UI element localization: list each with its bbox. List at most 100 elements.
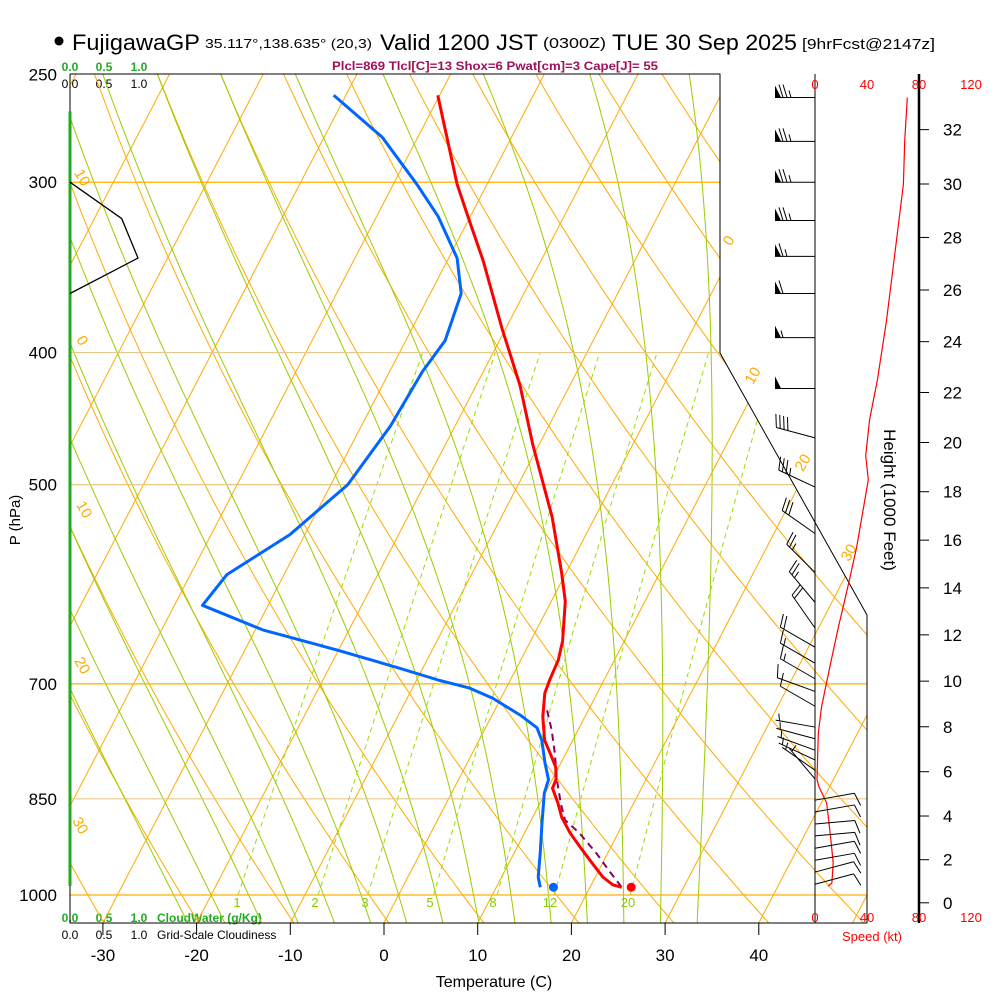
wind-barb-feather [778,128,784,142]
isotherm-label: 30 [68,814,91,837]
isotherm-line [70,74,264,923]
cloudwater-tick: 0.5 [96,60,113,74]
wind-barb [814,840,862,854]
dry-adiabat-line [272,74,865,923]
wind-barb-flag [775,208,781,221]
cloudiness-tick: 0.5 [96,928,113,942]
isotherm-line [852,74,867,923]
wind-barb-staff [814,861,854,873]
wind-barb-staff [780,685,816,707]
isotherm-label: 10 [70,166,93,189]
forecast-info: [9hrFcst@2147z] [802,36,935,53]
station-name: FujigawaGP [72,30,200,55]
wind-barb-flag [775,281,781,294]
wind-barb-staff [814,852,855,861]
wind-barb [814,873,862,886]
valid-date: TUE 30 Sep 2025 [612,30,797,55]
isotherm-line [383,74,826,923]
wind-barb [814,792,862,806]
speed-tick-label: 40 [860,910,874,925]
speed-axis-title: Speed (kt) [842,929,902,944]
dry-adiabat-line [0,50,10,924]
mixing-ratio-line [554,352,710,896]
thermo-background [0,50,867,924]
height-tick-label: 30 [943,175,962,194]
wind-barb-feather [779,629,784,644]
height-tick-label: 12 [943,626,962,645]
isotherm-line [758,74,867,923]
wind-barb-feather [854,832,861,846]
wind-barb-half-feather [791,543,797,551]
wind-barb-staff [814,792,855,801]
dry-adiabat-line [85,74,580,923]
wind-barb-staff [780,642,816,664]
wind-barb-staff [780,626,816,648]
mixing-ratio-label: 2 [311,895,318,910]
wind-barb-staff [776,427,816,439]
wind-barb-staff [791,594,816,629]
height-tick-label: 28 [943,228,962,247]
wind-barb-feather [781,497,787,511]
wind-barb [814,861,862,874]
wind-barb [786,531,816,573]
moist-adiabat-line [70,74,409,923]
x-axis-title: Temperature (C) [436,974,552,991]
wind-barb-feather [779,672,784,687]
wind-barb-feather [778,243,784,257]
wind-barb-staff [780,658,816,680]
wind-barb-staff [788,571,816,603]
wind-barb-staff [786,543,816,573]
wind-barb-staff [776,727,816,740]
wind-barb-feather [791,584,801,596]
wind-barb [775,325,815,339]
mixing-ratio-line [317,352,496,896]
dry-adiabat-line [521,74,867,923]
mixing-ratio-label: 12 [543,895,557,910]
wind-barb [788,560,816,603]
wind-barb [814,820,861,834]
wind-barb-flag [775,244,781,257]
parcel-curve [546,710,623,888]
dry-adiabat-line [334,74,867,923]
isotherm-line [102,74,545,923]
wind-barb-half-feather [783,638,787,646]
wind-barb-feather [779,613,784,628]
height-axis-title: Height (1000 Feet) [880,429,899,571]
plot-frame [69,73,868,924]
pressure-tick-label: 700 [29,675,57,694]
moist-adiabat-line [93,74,445,923]
wind-barb-feather [778,456,782,471]
wind-barb [788,745,816,780]
cloudwater-tick: 1.0 [131,911,148,925]
temperature-tick-label: 10 [468,946,487,965]
isotherm-label: 10 [742,364,765,387]
wind-barb [779,645,816,680]
wind-barb-half-feather [788,213,792,221]
moist-adiabat-line [70,74,228,923]
wind-barb [778,737,816,761]
cloudwater-tick: 0.5 [96,911,113,925]
pressure-tick-label: 1000 [19,886,57,905]
cloudiness-scale-bottom: 0.0 0.5 1.0 Grid-Scale Cloudiness [62,928,277,942]
wind-barb-feather [783,615,788,630]
wind-barb [779,672,816,707]
cloudwater-scale-top: 0.0 0.5 1.0 [62,60,148,74]
temperature-tick-label: 20 [562,946,581,965]
y-axis-title: P (hPa) [7,495,24,546]
wind-barb-staff [814,831,855,837]
height-tick-label: 26 [943,281,962,300]
temperature-tick-label: 30 [656,946,675,965]
wind-barb-half-feather [778,713,781,721]
wind-barb-half-feather [785,742,789,750]
moist-adiabat-line [284,74,552,923]
wind-barb-half-feather [789,467,792,476]
isotherm-label: 20 [70,654,93,677]
wind-barb-staff [775,719,816,728]
wind-barb [775,207,815,221]
moist-adiabat-line [147,74,480,923]
mixing-ratio-label: 8 [489,895,496,910]
wind-barb-staff [814,804,855,813]
wind-barb-feather [778,84,784,98]
mixing-ratio-line [432,352,601,896]
speed-tick-label: 120 [960,910,982,925]
